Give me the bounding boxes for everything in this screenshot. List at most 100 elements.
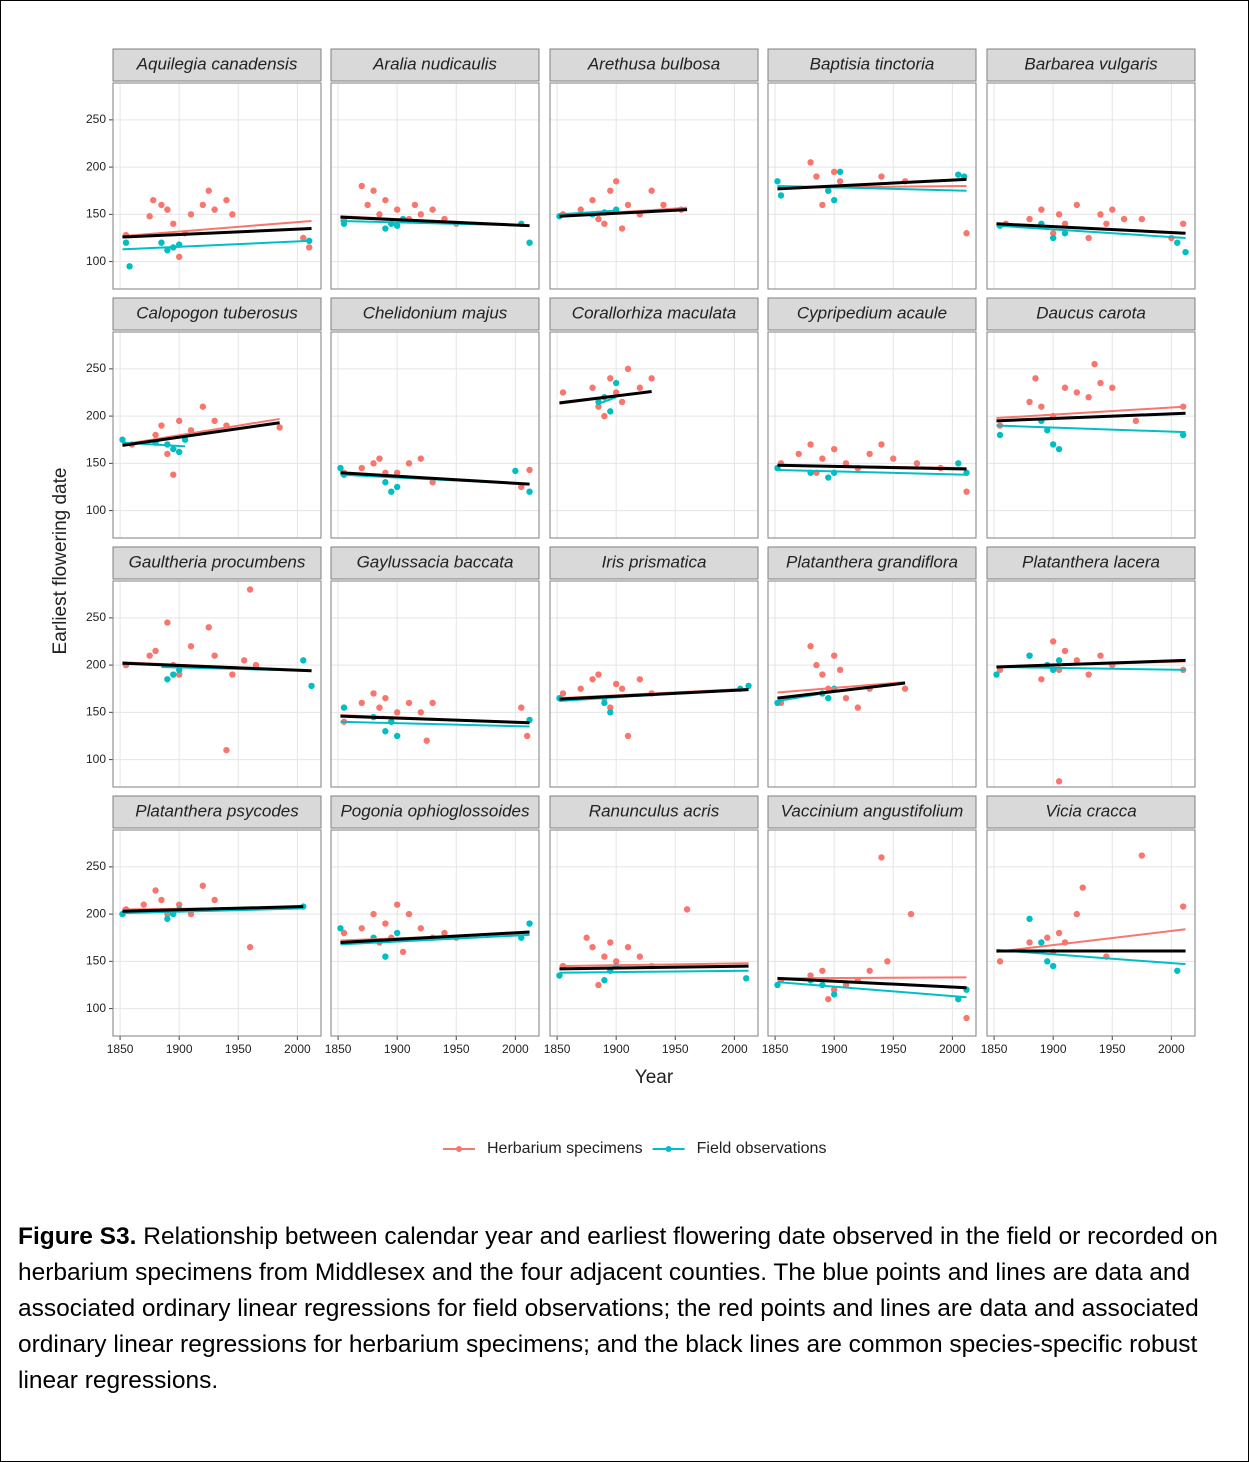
data-point <box>1055 778 1063 785</box>
data-point <box>170 471 177 478</box>
data-point <box>205 187 212 194</box>
panel-title: Platanthera grandiflora <box>786 552 958 571</box>
data-point <box>181 436 189 443</box>
x-tick-label: 2000 <box>1158 1042 1185 1056</box>
caption-text: Relationship between calendar year and e… <box>18 1223 1218 1394</box>
panel-background <box>331 332 539 538</box>
data-point <box>158 201 165 209</box>
strip <box>549 297 759 331</box>
data-point <box>152 431 159 439</box>
data-point <box>601 953 608 960</box>
strip <box>330 48 540 82</box>
regression-line <box>122 219 312 238</box>
data-point <box>252 661 260 669</box>
data-point <box>830 991 838 998</box>
data-point <box>955 171 962 178</box>
data-point <box>795 450 802 458</box>
data-point <box>963 1014 970 1022</box>
data-point <box>175 417 183 425</box>
data-point <box>246 943 254 951</box>
panel-title: Platanthera lacera <box>1022 552 1160 571</box>
panel-background <box>550 581 758 787</box>
data-point <box>819 967 826 974</box>
y-tick-label: 200 <box>86 657 106 671</box>
data-point <box>774 178 781 185</box>
data-point <box>240 657 248 664</box>
y-tick-label: 100 <box>86 503 106 517</box>
data-point <box>742 975 750 982</box>
panel-title: Chelidonium majus <box>363 303 508 322</box>
data-point <box>158 422 165 429</box>
data-point <box>370 460 377 467</box>
data-point <box>126 263 133 270</box>
caption-label: Figure S3. <box>18 1223 137 1250</box>
data-point <box>825 694 832 702</box>
strip <box>767 546 977 580</box>
regression-line <box>559 209 617 216</box>
data-point <box>305 244 313 251</box>
regression-line <box>996 411 1186 423</box>
data-point <box>340 929 348 937</box>
data-point <box>1103 220 1110 227</box>
data-point <box>175 448 183 456</box>
data-point <box>996 958 1004 965</box>
panel-border <box>330 331 540 539</box>
data-point <box>1049 234 1057 242</box>
panel-background <box>331 83 539 289</box>
x-tick-label: 1900 <box>1040 1042 1067 1056</box>
data-point <box>830 445 838 453</box>
panel-border <box>767 829 977 1037</box>
panel-border <box>767 331 977 539</box>
legend-swatch <box>665 1146 672 1152</box>
data-point <box>393 222 401 229</box>
data-point <box>152 887 159 894</box>
data-point <box>164 676 171 683</box>
data-point <box>589 943 596 951</box>
data-point <box>1120 215 1128 223</box>
panel-background <box>987 83 1195 289</box>
data-point <box>1109 384 1116 391</box>
x-tick-label: 1900 <box>166 1042 193 1056</box>
data-point <box>556 972 563 979</box>
panel-background <box>113 830 321 1036</box>
data-point <box>423 737 430 744</box>
strip <box>112 297 322 331</box>
panel-background <box>987 830 1195 1036</box>
regression-line <box>996 222 1186 235</box>
data-point <box>607 709 614 716</box>
x-tick-label: 1850 <box>981 1042 1008 1056</box>
data-point <box>417 709 425 716</box>
data-point <box>1179 903 1187 910</box>
y-tick-label: 250 <box>86 112 106 126</box>
data-point <box>963 488 970 495</box>
data-point <box>878 173 885 180</box>
data-point <box>866 450 873 458</box>
panel-background <box>550 83 758 289</box>
y-tick-label: 200 <box>86 159 106 173</box>
data-point <box>836 178 844 185</box>
data-point <box>1032 375 1039 382</box>
data-point <box>890 455 897 462</box>
data-point <box>211 896 218 904</box>
regression-line <box>559 964 749 971</box>
data-point <box>745 682 752 690</box>
data-point <box>229 211 236 218</box>
data-point <box>526 920 533 927</box>
panel-title: Aralia nudicaulis <box>372 54 497 73</box>
data-point <box>1073 389 1081 396</box>
data-point <box>526 239 533 246</box>
regression-line <box>122 661 312 673</box>
data-point <box>624 943 632 951</box>
data-point <box>1132 417 1140 425</box>
data-point <box>819 201 826 209</box>
regression-line <box>122 907 304 915</box>
regression-line <box>559 962 749 968</box>
x-tick-label: 2000 <box>721 1042 748 1056</box>
regression-line <box>777 681 906 700</box>
panel-background <box>550 332 758 538</box>
strip <box>112 546 322 580</box>
panel-background <box>768 830 976 1036</box>
data-point <box>376 704 383 711</box>
strip <box>767 48 977 82</box>
panel-title: Gaylussacia baccata <box>357 552 514 571</box>
